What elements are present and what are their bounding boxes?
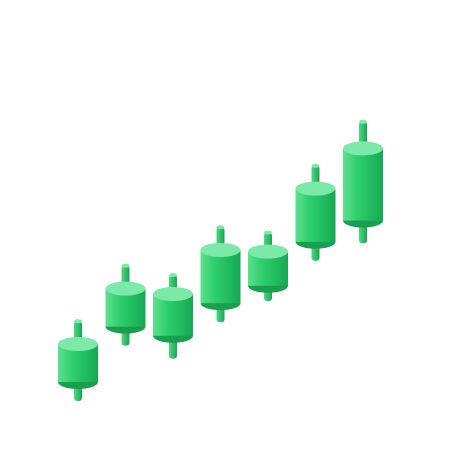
wick-cap <box>74 319 82 324</box>
body-top <box>58 337 98 351</box>
candle-7 <box>343 119 383 244</box>
candle-body <box>343 148 383 221</box>
body-top <box>200 243 241 257</box>
wick-cap <box>264 230 272 235</box>
wick-cap <box>359 119 367 124</box>
candle-5 <box>248 230 288 301</box>
candle-3 <box>153 273 193 359</box>
wick-cap <box>169 273 177 277</box>
candle-body <box>295 188 336 242</box>
candle-1 <box>58 319 98 401</box>
body-top <box>248 244 288 259</box>
wick-cap <box>311 163 320 168</box>
wick-cap <box>121 263 130 268</box>
candle-6 <box>295 163 336 261</box>
body-top <box>343 141 383 156</box>
body-top <box>295 181 336 196</box>
wick-cap <box>216 225 225 230</box>
body-top <box>153 287 193 301</box>
candle-4 <box>200 225 241 323</box>
candle-2 <box>105 263 146 346</box>
body-top <box>105 281 146 296</box>
candle-body <box>200 250 241 304</box>
